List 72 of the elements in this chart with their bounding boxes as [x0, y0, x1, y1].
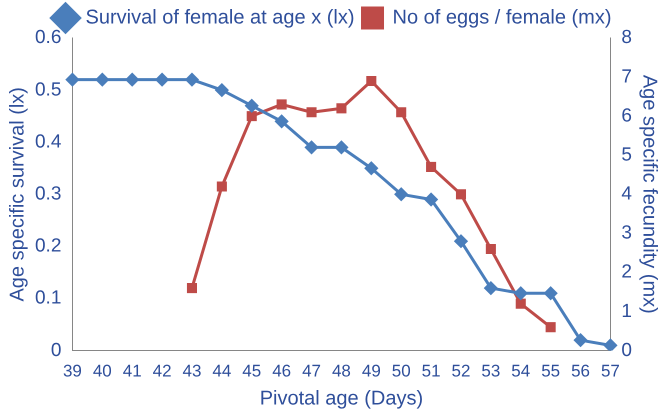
x-tick-label: 50 [392, 361, 411, 380]
point [574, 334, 588, 347]
y-tick-label: 0.5 [34, 79, 62, 100]
point [396, 107, 406, 118]
y2-axis-title: Age specific fecundity (mx) [638, 74, 660, 314]
x-tick-label: 40 [92, 361, 112, 380]
point [394, 188, 408, 201]
x-tick-label: 43 [182, 361, 202, 380]
point [514, 286, 528, 300]
point [544, 286, 558, 300]
point [306, 107, 317, 118]
y2-tick-label: 0 [621, 340, 632, 361]
point [484, 282, 498, 295]
point [245, 99, 258, 112]
y2-tick-label: 5 [621, 144, 632, 166]
x-tick-label: 56 [571, 361, 590, 380]
y-tick-label: 0.6 [34, 27, 62, 48]
x-tick-label: 57 [600, 361, 620, 380]
point [334, 140, 348, 154]
point [486, 244, 496, 254]
y-tick-label: 0.4 [34, 131, 62, 152]
x-axis-title: Pivotal age (Days) [260, 388, 424, 410]
legend-label: No of eggs / female (mx) [392, 6, 612, 29]
x-tick-label: 41 [122, 361, 142, 380]
y2-tick-label: 4 [621, 184, 632, 205]
y-tick-label: 0.2 [34, 236, 62, 257]
point [424, 193, 438, 206]
point [456, 189, 466, 200]
point [275, 114, 288, 128]
point [305, 140, 318, 154]
point [185, 73, 198, 86]
point [215, 84, 228, 97]
x-tick-label: 49 [362, 361, 381, 380]
x-tick-label: 47 [302, 361, 321, 380]
y2-tick-label: 6 [621, 105, 632, 126]
y-tick-label: 0.3 [34, 184, 62, 205]
point [276, 99, 287, 110]
x-tick-label: 42 [152, 361, 172, 380]
point [246, 111, 257, 122]
point [364, 162, 378, 175]
y-tick-label: 0 [50, 340, 62, 361]
y2-tick-label: 7 [621, 66, 632, 88]
point [366, 76, 376, 86]
x-tick-label: 48 [332, 361, 351, 380]
legend-label: Survival of female at age x (lx) [86, 6, 355, 29]
point [546, 322, 556, 332]
x-tick-label: 45 [242, 361, 262, 380]
x-tick-label: 52 [452, 361, 470, 380]
x-tick-label: 53 [481, 361, 500, 380]
y2-tick-label: 3 [621, 222, 632, 244]
point [126, 73, 139, 86]
point [66, 73, 79, 86]
y2-tick-label: 8 [621, 27, 632, 48]
point [516, 298, 526, 309]
x-tick-label: 54 [511, 361, 530, 380]
point [156, 73, 169, 86]
x-tick-label: 39 [62, 361, 82, 380]
y-axis-title: Age specific survival (lx) [6, 87, 29, 302]
point [216, 181, 227, 192]
point [186, 283, 198, 294]
x-tick-label: 55 [541, 361, 560, 380]
point [336, 103, 346, 114]
point [426, 162, 436, 172]
x-tick-label: 46 [272, 361, 292, 380]
y-tick-label: 0.1 [34, 288, 62, 309]
x-tick-label: 44 [212, 361, 232, 380]
point [454, 234, 468, 248]
y2-tick-label: 2 [621, 262, 632, 283]
point [96, 73, 109, 86]
x-tick-label: 51 [422, 361, 441, 380]
point [604, 338, 617, 351]
y2-tick-label: 1 [621, 300, 632, 322]
